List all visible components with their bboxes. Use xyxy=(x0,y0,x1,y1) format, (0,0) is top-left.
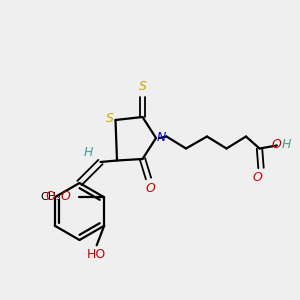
Text: H: H xyxy=(84,146,93,160)
Text: S: S xyxy=(139,80,147,94)
Text: O: O xyxy=(272,137,282,151)
Text: CH₃: CH₃ xyxy=(41,192,62,202)
Text: O: O xyxy=(253,171,262,184)
Text: O: O xyxy=(145,182,155,195)
Text: HO: HO xyxy=(87,248,106,261)
Text: O: O xyxy=(45,190,55,203)
Text: S: S xyxy=(106,112,114,125)
Text: O: O xyxy=(60,190,70,203)
Text: N: N xyxy=(157,131,166,144)
Text: H: H xyxy=(281,137,291,151)
